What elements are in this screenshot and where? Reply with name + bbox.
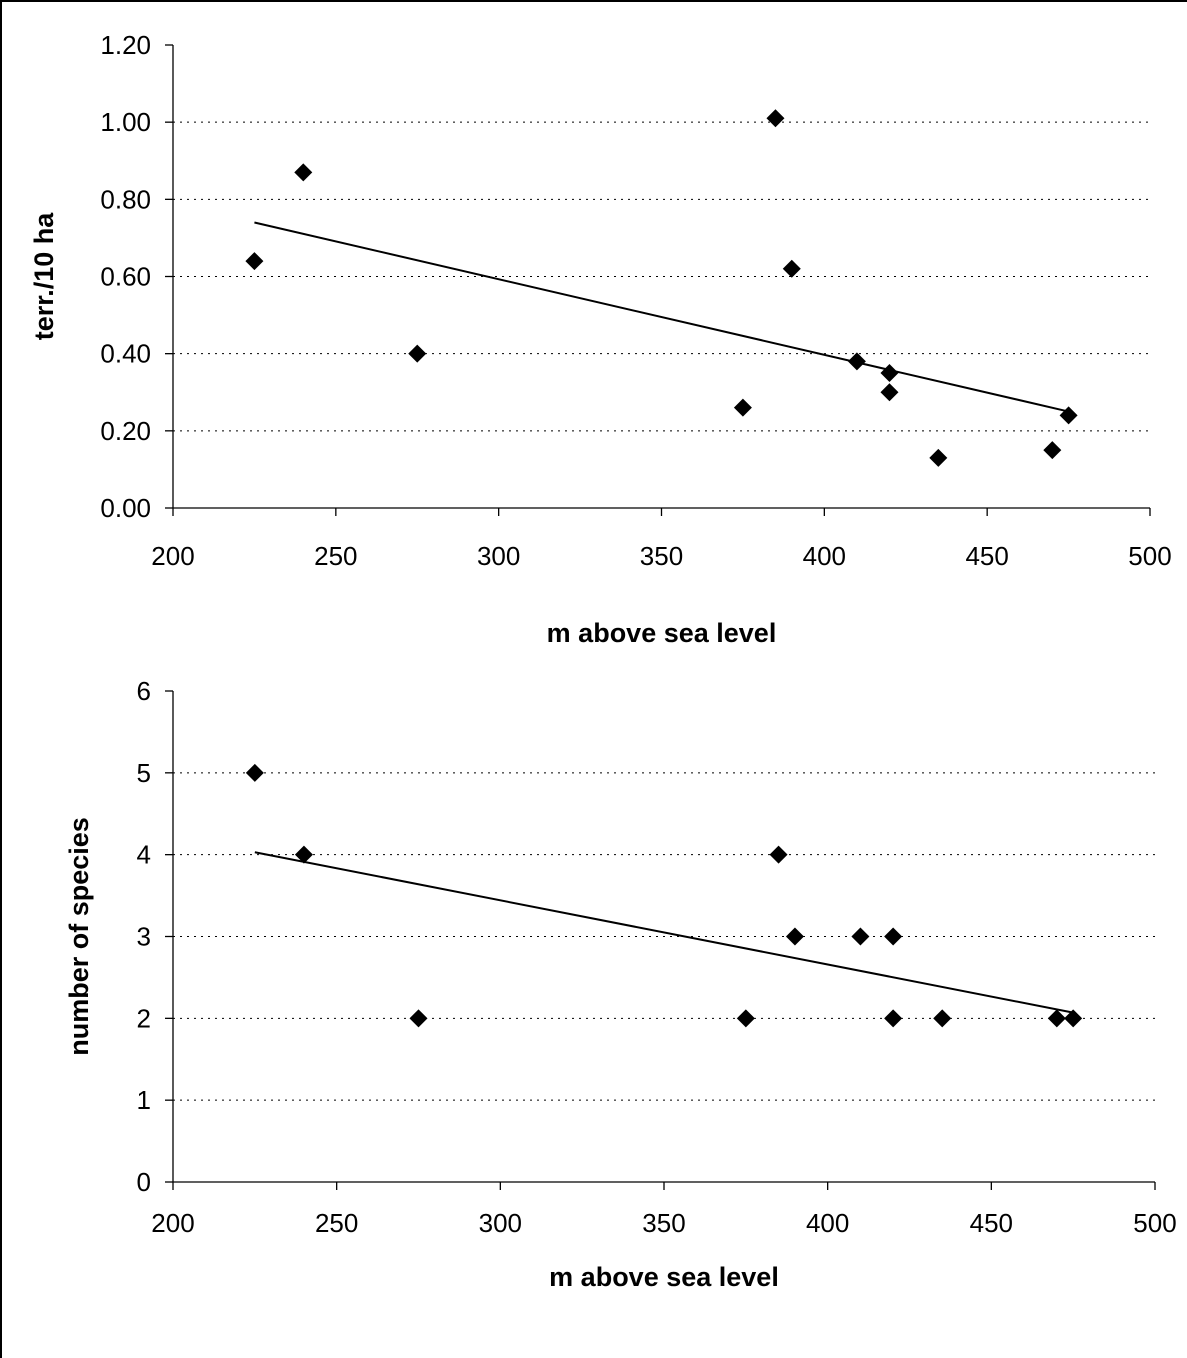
y-tick-label: 6: [137, 676, 151, 706]
data-point: [1059, 406, 1078, 425]
y-axis-title: terr./10 ha: [29, 212, 59, 341]
x-tick-label: 200: [151, 1208, 194, 1238]
data-point: [880, 383, 899, 402]
x-tick-label: 450: [965, 541, 1008, 571]
y-tick-label: 0.80: [100, 184, 151, 214]
data-point: [408, 344, 427, 363]
y-tick-label: 0.40: [100, 339, 151, 369]
y-tick-label: 0: [137, 1167, 151, 1197]
data-point: [880, 363, 899, 382]
x-tick-label: 200: [151, 541, 194, 571]
y-axis-title: number of species: [64, 817, 94, 1056]
x-tick-label: 500: [1128, 541, 1171, 571]
y-tick-label: 2: [137, 1003, 151, 1033]
data-point: [847, 352, 866, 371]
data-point: [1064, 1009, 1083, 1028]
data-point: [929, 448, 948, 467]
x-tick-label: 500: [1133, 1208, 1176, 1238]
x-tick-label: 250: [314, 541, 357, 571]
x-tick-label: 300: [477, 541, 520, 571]
x-axis-title: m above sea level: [547, 618, 777, 648]
y-tick-label: 1.20: [100, 30, 151, 60]
chart-1: 0.00 0.20 0.40 0.60 0.80 1.00 1.20 200 250 300 350…: [29, 30, 1172, 648]
data-point: [884, 927, 903, 946]
trendline: [254, 851, 1074, 1014]
x-tick-label: 400: [806, 1208, 849, 1238]
y-tick-label: 5: [137, 758, 151, 788]
x-tick-label: 350: [642, 1208, 685, 1238]
data-point: [294, 845, 313, 864]
trendline: [254, 221, 1069, 413]
x-tick-label: 300: [479, 1208, 522, 1238]
data-point: [851, 927, 870, 946]
x-tick-label: 400: [803, 541, 846, 571]
data-point: [884, 1009, 903, 1028]
y-tick-label: 1.00: [100, 107, 151, 137]
data-point: [1043, 441, 1062, 460]
y-tick-label: 3: [137, 922, 151, 952]
y-tick-label: 1: [137, 1085, 151, 1115]
x-axis-title: m above sea level: [549, 1262, 779, 1292]
data-point: [933, 1009, 952, 1028]
y-tick-label: 0.60: [100, 262, 151, 292]
data-point: [1047, 1009, 1066, 1028]
data-point: [766, 109, 785, 128]
data-point: [245, 763, 264, 782]
x-tick-label: 250: [315, 1208, 358, 1238]
data-point: [733, 398, 752, 417]
data-point: [785, 927, 804, 946]
data-point: [736, 1009, 755, 1028]
data-point: [294, 163, 313, 182]
data-point: [782, 259, 801, 278]
x-tick-label: 450: [970, 1208, 1013, 1238]
data-point: [245, 252, 264, 271]
x-tick-label: 350: [640, 541, 683, 571]
y-tick-label: 0.20: [100, 416, 151, 446]
data-point: [409, 1009, 428, 1028]
data-point: [769, 845, 788, 864]
y-tick-label: 4: [137, 840, 151, 870]
y-tick-label: 0.00: [100, 493, 151, 523]
chart-2: 0 1 2 3 4 5 6 200 250 300 350 400 450 500 m above sea …: [64, 676, 1177, 1292]
